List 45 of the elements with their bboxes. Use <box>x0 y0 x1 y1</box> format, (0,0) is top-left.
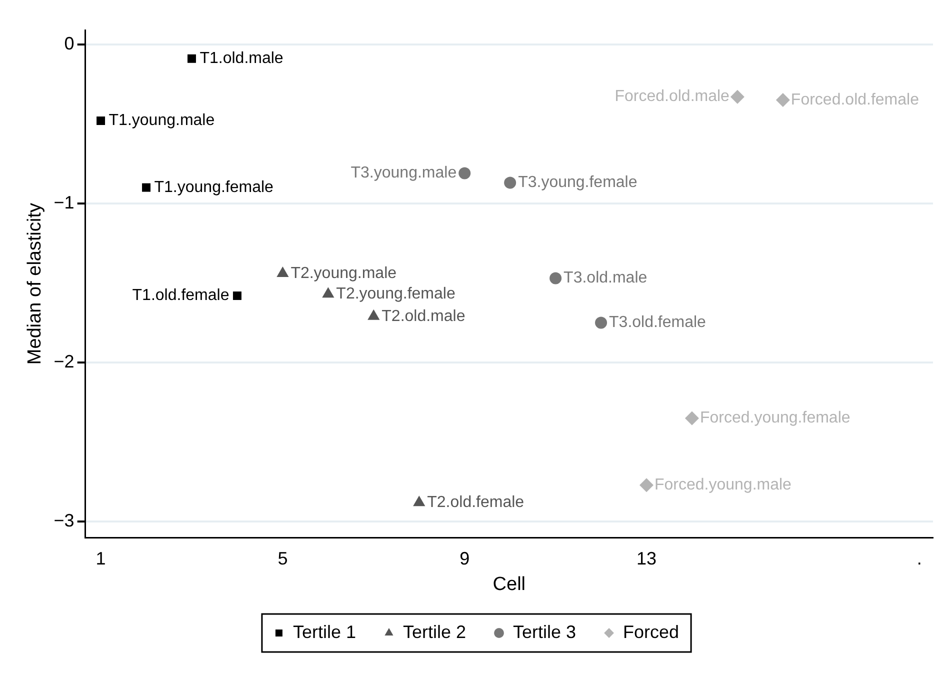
x-tick-label: 13 <box>636 548 657 568</box>
annotation: T1.old.male <box>200 50 284 68</box>
annotation: T1.old.female <box>132 287 230 304</box>
y-tick-label: −2 <box>54 352 74 372</box>
point <box>413 496 426 506</box>
y-tick-label: −3 <box>54 510 74 531</box>
y-tick-label: 0 <box>64 33 74 54</box>
legend-label: Tertile 3 <box>513 622 576 642</box>
annotation: Forced.old.male <box>614 88 730 106</box>
point <box>684 411 699 426</box>
annotation: T3.old.female <box>609 314 706 332</box>
annotation: Forced.young.male <box>654 476 792 494</box>
point <box>458 167 471 180</box>
point <box>322 287 334 298</box>
x-tick-label: 1 <box>96 548 106 568</box>
annotation: T1.young.female <box>154 178 274 196</box>
point <box>730 90 744 104</box>
annotation: Forced.young.female <box>700 410 850 427</box>
x-tick-label: 9 <box>460 548 470 568</box>
annotation: T2.young.male <box>290 264 397 282</box>
annotation: Forced.old.female <box>790 91 920 108</box>
y-tick-label: −1 <box>54 192 74 212</box>
annotation: T3.young.male <box>350 164 457 182</box>
point <box>232 291 242 300</box>
x-tick-label: . <box>916 548 922 568</box>
point <box>595 316 608 329</box>
y-axis-title: Median of elasticity <box>24 202 46 365</box>
point <box>640 478 654 492</box>
legend-label: Tertile 1 <box>292 622 356 642</box>
annotation: T1.young.male <box>108 112 215 130</box>
annotation: T3.young.female <box>518 174 638 192</box>
point <box>550 272 562 284</box>
point <box>187 54 196 63</box>
legend-label: Forced <box>623 622 680 642</box>
point <box>776 93 790 108</box>
point <box>96 116 106 125</box>
point <box>504 176 516 189</box>
annotation: T2.old.male <box>382 308 466 325</box>
point <box>142 183 151 192</box>
legend-label: Tertile 2 <box>402 622 466 642</box>
annotation: T2.young.female <box>336 286 456 303</box>
x-tick-label: 5 <box>278 548 288 568</box>
annotation: T2.old.female <box>427 494 524 511</box>
annotation: T3.old.male <box>564 270 648 287</box>
x-axis-title: Cell <box>492 574 526 595</box>
